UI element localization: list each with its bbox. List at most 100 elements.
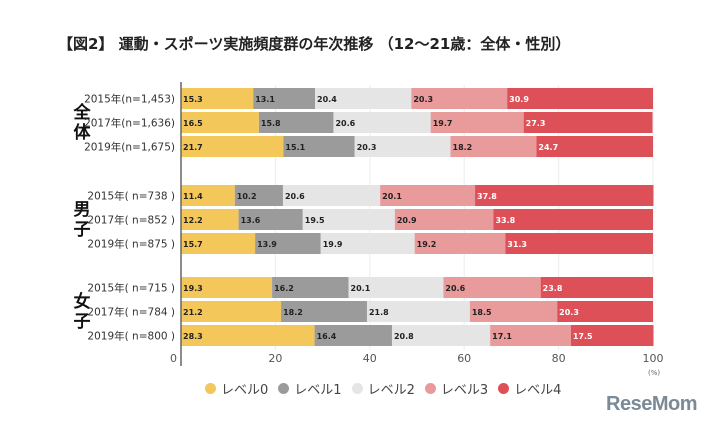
row-label: 2019年( n=800 )	[87, 330, 175, 343]
legend-swatch	[351, 383, 363, 394]
legend-label: レベル3	[440, 383, 489, 398]
row-label: 2015年( n=738 )	[87, 190, 175, 203]
data-label: 21.2	[183, 308, 203, 317]
group-label: 全	[73, 102, 92, 123]
bar-segment-レベル1	[234, 185, 283, 206]
data-label: 15.3	[183, 95, 203, 104]
row-label: 2015年( n=715 )	[87, 282, 175, 295]
row-label: 2017年(n=1,636)	[84, 117, 175, 130]
data-label: 13.9	[257, 240, 277, 249]
bar-segment-レベル1	[283, 136, 355, 157]
data-label: 15.1	[285, 143, 305, 152]
data-label: 31.3	[507, 240, 527, 249]
bar-segment-レベル2	[354, 136, 451, 157]
data-label: 16.2	[274, 284, 294, 293]
bar-segment-レベル0	[181, 233, 256, 254]
legend-swatch	[424, 383, 436, 394]
legend-item: レベル3	[424, 379, 489, 398]
x-tick-label: 80	[552, 352, 566, 365]
data-label: 16.5	[183, 119, 203, 128]
data-label: 19.7	[433, 119, 453, 128]
bar-segment-レベル2	[391, 325, 491, 346]
bar-segment-レベル0	[181, 136, 284, 157]
bar-segment-レベル1	[272, 277, 349, 298]
x-tick-label: 20	[268, 352, 282, 365]
row-label: 2015年(n=1,453)	[84, 93, 175, 106]
legend: レベル0 レベル1 レベル2 レベル3 レベル4	[205, 379, 561, 398]
bar-segment-レベル2	[348, 277, 444, 298]
data-label: 20.6	[445, 284, 465, 293]
bar-segment-レベル1	[253, 88, 316, 109]
x-tick-label: 60	[457, 352, 471, 365]
bar-segment-レベル0	[181, 112, 259, 133]
data-label: 15.8	[261, 119, 281, 128]
data-label: 19.3	[183, 284, 203, 293]
group-label: 体	[74, 122, 92, 143]
legend-swatch	[205, 383, 216, 394]
x-tick-label: 100	[643, 352, 664, 365]
bar-segment-レベル3	[394, 209, 494, 230]
data-label: 24.7	[538, 143, 558, 152]
bar-segment-レベル2	[315, 88, 412, 109]
data-label: 30.9	[509, 95, 529, 104]
bar-segment-レベル4	[523, 112, 653, 133]
legend-item: レベル4	[498, 379, 561, 398]
bar-segment-レベル3	[430, 112, 524, 133]
data-label: 21.7	[183, 143, 203, 152]
bar-segment-レベル1	[255, 233, 321, 254]
bar-segment-レベル2	[302, 209, 395, 230]
bar-segment-レベル0	[181, 88, 254, 109]
bar-segment-レベル2	[320, 233, 415, 254]
x-tick-label: 0	[170, 352, 177, 365]
row-label: 2017年( n=784 )	[87, 306, 175, 319]
x-tick-label: 40	[363, 352, 377, 365]
group-label: 女	[74, 291, 91, 312]
bar-segment-レベル4	[475, 185, 654, 206]
data-label: 20.3	[413, 95, 433, 104]
data-label: 20.1	[351, 284, 371, 293]
data-label: 17.5	[573, 332, 593, 341]
data-label: 13.6	[241, 216, 261, 225]
bar-segment-レベル3	[450, 136, 537, 157]
group-label: 子	[74, 312, 91, 332]
bar-segment-レベル2	[366, 301, 470, 322]
bar-segment-レベル4	[493, 209, 653, 230]
data-label: 23.8	[543, 284, 563, 293]
bar-segment-レベル4	[557, 301, 653, 322]
bar-segment-レベル0	[181, 301, 282, 322]
data-label: 16.4	[317, 332, 337, 341]
legend-label: レベル2	[367, 383, 415, 398]
data-label: 11.4	[183, 192, 203, 201]
bar-segment-レベル4	[507, 88, 653, 109]
data-label: 27.3	[526, 119, 546, 128]
data-label: 20.3	[357, 143, 377, 152]
legend-label: レベル4	[514, 383, 562, 398]
data-label: 28.3	[183, 332, 203, 341]
data-label: 18.5	[472, 308, 492, 317]
bar-segment-レベル2	[333, 112, 431, 133]
bar-segment-レベル1	[281, 301, 367, 322]
legend-item: レベル1	[278, 379, 342, 398]
data-label: 12.2	[183, 216, 203, 225]
data-label: 13.1	[255, 95, 275, 104]
bar-segment-レベル0	[181, 325, 315, 346]
data-label: 37.8	[477, 192, 497, 201]
data-label: 19.5	[305, 216, 325, 225]
logo-text: ReseMom	[606, 393, 697, 415]
bar-segment-レベル4	[570, 325, 654, 346]
legend-label: レベル0	[221, 383, 269, 398]
bar-segment-レベル2	[282, 185, 381, 206]
data-label: 18.2	[283, 308, 303, 317]
data-label: 20.8	[394, 332, 414, 341]
data-label: 10.2	[237, 192, 257, 201]
bar-segment-レベル0	[181, 277, 273, 298]
data-label: 20.1	[382, 192, 402, 201]
data-label: 20.9	[397, 216, 417, 225]
data-label: 21.8	[369, 308, 389, 317]
legend-item: レベル0	[205, 379, 268, 398]
bar-segment-レベル0	[181, 185, 235, 206]
legend-item: レベル2	[351, 379, 415, 398]
bar-segment-レベル4	[505, 233, 653, 254]
bar-segment-レベル3	[380, 185, 476, 206]
